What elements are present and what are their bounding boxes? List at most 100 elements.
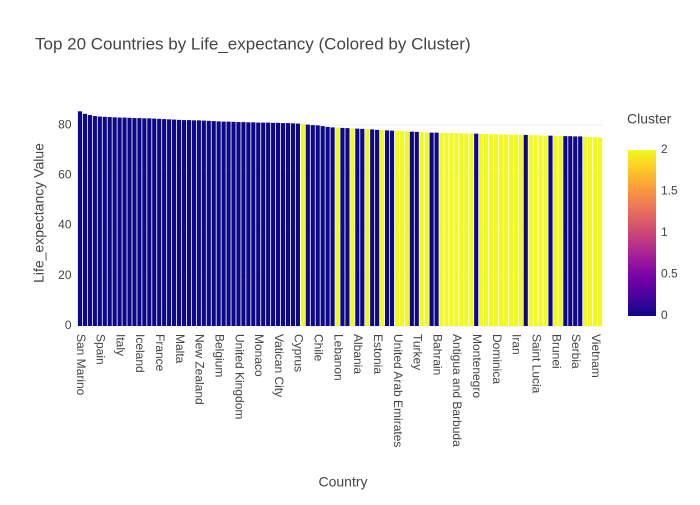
bar (157, 118, 162, 326)
bar (87, 115, 92, 326)
bar (513, 134, 518, 326)
bar (186, 120, 192, 326)
bar (256, 122, 261, 326)
bar (484, 133, 489, 326)
bar (380, 130, 385, 326)
bar (533, 135, 538, 326)
bar (310, 125, 315, 326)
bar (597, 137, 603, 326)
bar (300, 123, 305, 326)
x-tick-label: Malta (173, 334, 187, 364)
colorbar-tick-label: 1 (661, 225, 668, 239)
bar (474, 133, 479, 326)
bar (221, 121, 226, 327)
bar (548, 135, 553, 326)
x-tick-label: Brunei (549, 334, 563, 369)
x-tick-label: Turkey (411, 334, 425, 370)
x-tick-label: Chile (312, 334, 326, 362)
x-tick-label: Iran (510, 334, 524, 355)
bar (409, 131, 414, 326)
bar (191, 120, 196, 326)
bar (236, 122, 241, 326)
x-tick-label: Serbia (569, 334, 583, 369)
bar (147, 118, 152, 326)
bar (508, 134, 513, 326)
bar (528, 135, 533, 326)
bar (434, 132, 439, 326)
bar (350, 128, 355, 326)
bar (97, 116, 102, 326)
bar (543, 135, 548, 326)
x-tick-label: Spain (94, 334, 108, 365)
bar (429, 132, 434, 326)
bar (558, 135, 563, 326)
bar (261, 122, 266, 326)
bar (518, 134, 523, 326)
bar (320, 126, 325, 326)
bar (241, 122, 246, 326)
bar (152, 118, 157, 327)
bar (479, 133, 484, 326)
x-tick-label: Estonia (371, 334, 385, 374)
bar (563, 136, 568, 326)
bar (77, 111, 83, 326)
bar (167, 119, 172, 326)
bar (216, 121, 221, 326)
bar (340, 127, 345, 326)
bar (246, 122, 251, 326)
bar (280, 123, 286, 326)
bar (568, 136, 573, 326)
x-tick-label: Montenegro (470, 334, 484, 398)
bar (592, 137, 598, 326)
bar (172, 119, 177, 326)
x-tick-label: Bahrain (430, 334, 444, 375)
bar (469, 133, 474, 326)
y-tick-label: 40 (58, 218, 72, 232)
bar (290, 123, 296, 326)
x-tick-label: Albania (351, 334, 365, 374)
y-tick-label: 0 (65, 318, 72, 332)
bar (370, 129, 375, 326)
x-tick-label: Italy (113, 334, 127, 356)
x-tick-label: Saint Lucia (529, 334, 543, 394)
colorbar-title: Cluster (627, 111, 672, 127)
bar (503, 134, 508, 326)
bar (315, 125, 320, 327)
colorbar-tick-label: 1.5 (661, 184, 678, 198)
bar (523, 134, 528, 326)
bar (82, 113, 88, 326)
colorbar-tick-label: 2 (661, 142, 668, 156)
chart-title: Top 20 Countries by Life_expectancy (Col… (35, 34, 471, 53)
bar (375, 129, 380, 326)
bar (493, 134, 499, 326)
bar (464, 133, 469, 326)
y-tick-label: 80 (58, 117, 72, 131)
bar (127, 117, 132, 326)
bar (137, 118, 142, 326)
bar (394, 130, 400, 326)
bar (419, 132, 424, 326)
bar (325, 126, 330, 326)
bar (271, 122, 276, 327)
bar (266, 122, 271, 326)
x-tick-label: United Arab Emirates (391, 334, 405, 447)
bar (538, 135, 543, 326)
x-tick-label: Vatican City (272, 334, 286, 397)
bar (102, 116, 107, 326)
bar (330, 127, 335, 326)
bar (454, 133, 459, 326)
bar (459, 133, 464, 326)
bar (578, 136, 583, 326)
bar (276, 122, 281, 327)
bar (117, 117, 122, 326)
x-tick-label: New Zealand (193, 334, 207, 405)
bar (355, 128, 360, 326)
bar (176, 119, 182, 327)
y-axis-title: Life_expectancy Value (31, 143, 47, 283)
bar (211, 121, 216, 327)
x-tick-label: Iceland (133, 334, 147, 373)
x-tick-label: San Marino (74, 334, 88, 396)
bar (498, 134, 504, 326)
bar (573, 136, 578, 326)
bar (414, 131, 419, 326)
